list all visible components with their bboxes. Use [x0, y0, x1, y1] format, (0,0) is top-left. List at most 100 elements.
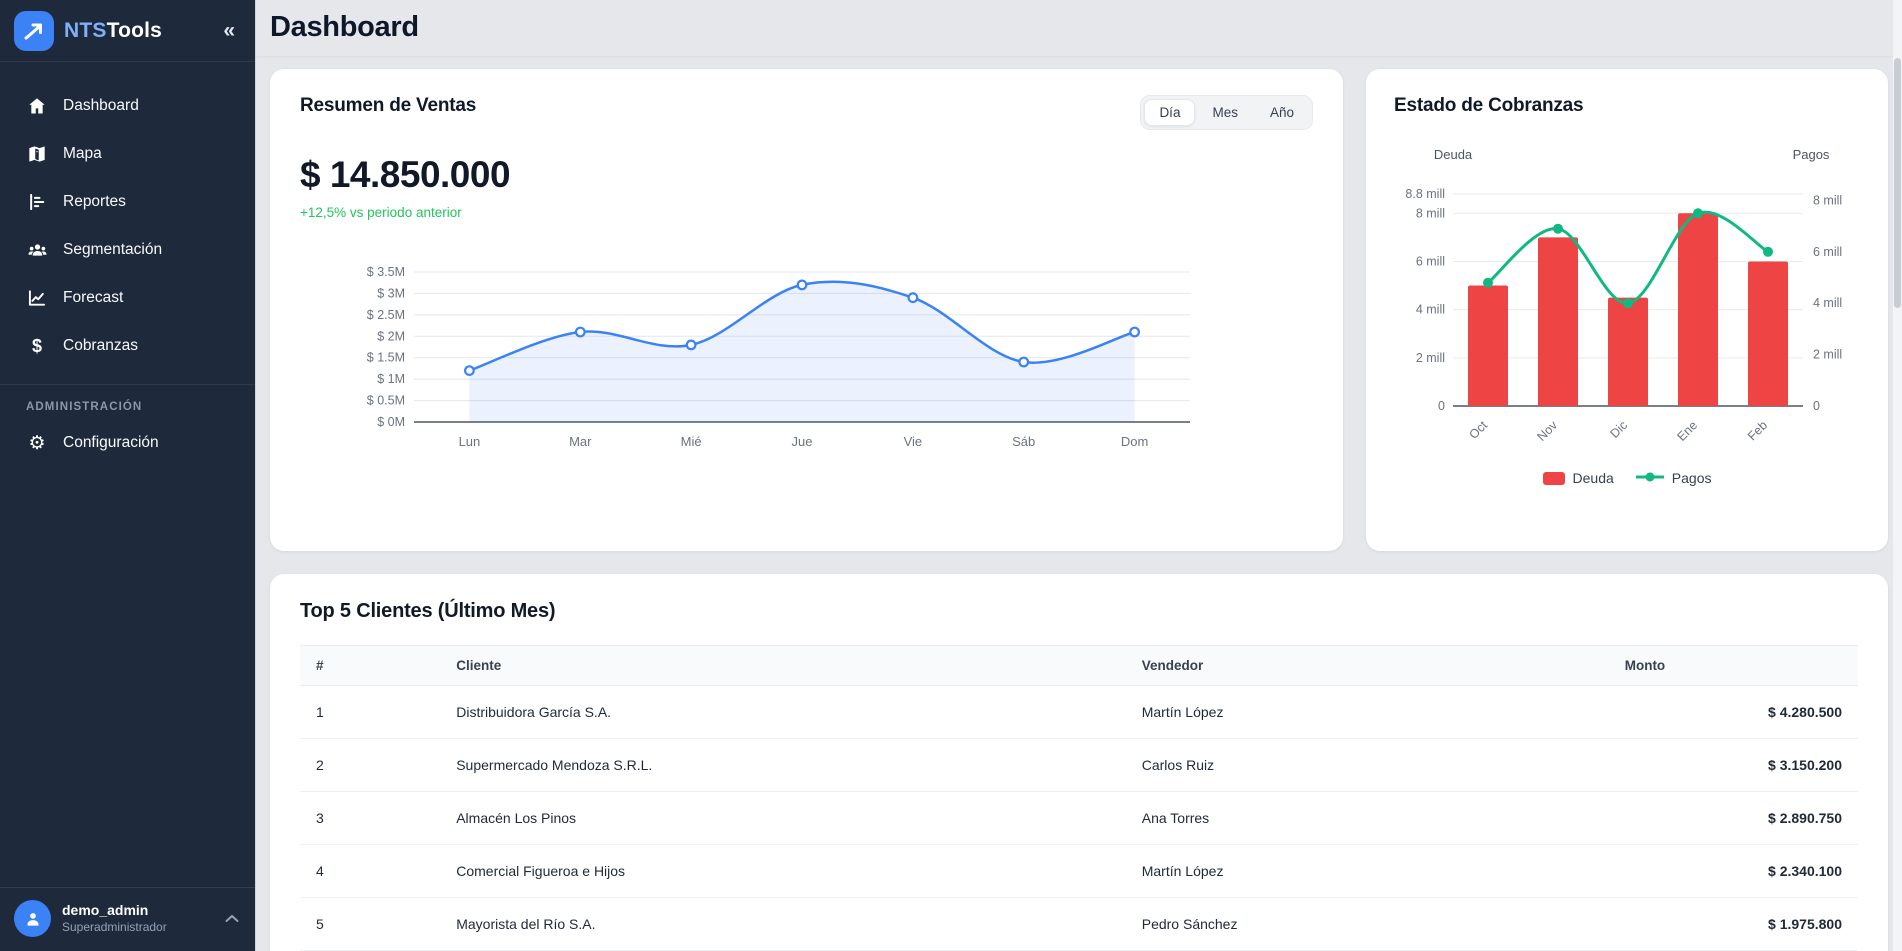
top-clients-title: Top 5 Clientes (Último Mes)	[300, 600, 1858, 623]
cell-monto: $ 2.890.750	[1609, 792, 1858, 845]
svg-text:$ 2M: $ 2M	[377, 329, 405, 343]
cell-monto: $ 2.340.100	[1609, 845, 1858, 898]
sidebar-item-label: Configuración	[63, 434, 159, 452]
table-row: 5Mayorista del Río S.A.Pedro Sánchez$ 1.…	[300, 898, 1858, 951]
page-header: Dashboard	[256, 0, 1902, 56]
svg-text:$ 0.5M: $ 0.5M	[367, 394, 405, 408]
users-icon	[26, 239, 48, 261]
sales-summary-card: Resumen de Ventas Día Mes Año $ 14.850.0…	[270, 69, 1343, 551]
sidebar-item-segmentacion[interactable]: Segmentación	[0, 226, 255, 274]
home-icon	[26, 95, 48, 117]
legend-item-deuda: Deuda	[1543, 470, 1614, 486]
svg-text:Dic: Dic	[1607, 418, 1630, 441]
app-root: NTSTools « Dashboard Mapa	[0, 0, 1902, 951]
table-row: 4Comercial Figueroa e HijosMartín López$…	[300, 845, 1858, 898]
legend-item-pagos: Pagos	[1636, 470, 1712, 486]
svg-text:$ 1.5M: $ 1.5M	[367, 351, 405, 365]
svg-text:Nov: Nov	[1534, 418, 1560, 444]
svg-text:6 mill: 6 mill	[1416, 254, 1445, 268]
scrollbar[interactable]	[1893, 0, 1902, 951]
svg-text:0: 0	[1438, 399, 1445, 413]
svg-text:$ 3M: $ 3M	[377, 286, 405, 300]
sidebar-item-configuracion[interactable]: ⚙ Configuración	[0, 419, 255, 467]
user-role: Superadministrador	[62, 920, 167, 935]
svg-text:Ene: Ene	[1674, 418, 1700, 444]
chevron-up-icon	[225, 910, 239, 928]
user-name: demo_admin	[62, 902, 167, 920]
svg-text:8 mill: 8 mill	[1416, 206, 1445, 220]
svg-text:Feb: Feb	[1745, 418, 1770, 443]
cell-cliente: Supermercado Mendoza S.R.L.	[440, 739, 1126, 792]
svg-text:8.8 mill: 8.8 mill	[1405, 187, 1445, 201]
brand-name: NTSTools	[64, 19, 162, 43]
sidebar-item-label: Forecast	[63, 289, 123, 307]
svg-text:Jue: Jue	[792, 434, 813, 449]
sidebar-item-dashboard[interactable]: Dashboard	[0, 82, 255, 130]
user-avatar	[14, 900, 51, 937]
sidebar-item-mapa[interactable]: Mapa	[0, 130, 255, 178]
period-toggle: Día Mes Año	[1140, 95, 1313, 130]
sidebar-header: NTSTools «	[0, 0, 255, 62]
content: Resumen de Ventas Día Mes Año $ 14.850.0…	[256, 56, 1902, 951]
map-icon	[26, 143, 48, 165]
svg-text:Lun: Lun	[459, 434, 481, 449]
user-menu[interactable]: demo_admin Superadministrador	[0, 887, 255, 951]
scrollbar-thumb[interactable]	[1894, 58, 1901, 308]
cobranzas-card-title: Estado de Cobranzas	[1394, 95, 1860, 117]
svg-text:6 mill: 6 mill	[1813, 245, 1842, 259]
svg-text:2 mill: 2 mill	[1416, 351, 1445, 365]
cell-monto: $ 4.280.500	[1609, 686, 1858, 739]
cell-monto: $ 1.975.800	[1609, 898, 1858, 951]
svg-text:2 mill: 2 mill	[1813, 348, 1842, 362]
toggle-ano-button[interactable]: Año	[1255, 99, 1309, 126]
sales-delta-text: +12,5% vs periodo anterior	[300, 205, 1313, 220]
svg-text:$ 0M: $ 0M	[377, 415, 405, 429]
column-header-num: #	[300, 646, 440, 686]
table-row: 2Supermercado Mendoza S.R.L.Carlos Ruiz$…	[300, 739, 1858, 792]
svg-text:Vie: Vie	[904, 434, 923, 449]
table-header-row: # Cliente Vendedor Monto	[300, 646, 1858, 686]
cell-cliente: Distribuidora García S.A.	[440, 686, 1126, 739]
sidebar-item-label: Cobranzas	[63, 337, 138, 355]
svg-text:0: 0	[1813, 399, 1820, 413]
sidebar-item-label: Segmentación	[63, 241, 162, 259]
sales-card-header: Resumen de Ventas Día Mes Año	[300, 95, 1313, 130]
cell-vendedor: Ana Torres	[1126, 792, 1609, 845]
svg-text:Deuda: Deuda	[1434, 147, 1473, 162]
sidebar-item-label: Mapa	[63, 145, 102, 163]
cell-vendedor: Carlos Ruiz	[1126, 739, 1609, 792]
top-clients-table: # Cliente Vendedor Monto 1Distribuidora …	[300, 645, 1858, 951]
svg-text:Sáb: Sáb	[1012, 434, 1035, 449]
sales-card-title: Resumen de Ventas	[300, 95, 476, 117]
cell-cliente: Mayorista del Río S.A.	[440, 898, 1126, 951]
legend-label: Deuda	[1573, 470, 1614, 486]
sidebar-item-forecast[interactable]: Forecast	[0, 274, 255, 322]
main-area: Dashboard Resumen de Ventas Día Mes Año …	[256, 0, 1902, 951]
cell-cliente: Almacén Los Pinos	[440, 792, 1126, 845]
svg-text:4 mill: 4 mill	[1416, 303, 1445, 317]
pagos-line-icon	[1636, 470, 1664, 486]
sidebar-item-label: Reportes	[63, 193, 126, 211]
sidebar-item-reportes[interactable]: Reportes	[0, 178, 255, 226]
cell-num: 2	[300, 739, 440, 792]
dollar-icon: $	[26, 335, 48, 357]
deuda-swatch-icon	[1543, 472, 1565, 485]
sales-line-chart: $ 0M$ 0.5M$ 1M$ 1.5M$ 2M$ 2.5M$ 3M$ 3.5M…	[352, 262, 1200, 459]
svg-text:$ 3.5M: $ 3.5M	[367, 265, 405, 279]
legend-label: Pagos	[1672, 470, 1712, 486]
sidebar-collapse-button[interactable]: «	[219, 18, 239, 43]
svg-text:$ 1M: $ 1M	[377, 372, 405, 386]
toggle-dia-button[interactable]: Día	[1144, 99, 1195, 126]
svg-text:4 mill: 4 mill	[1813, 296, 1842, 310]
sidebar-item-label: Dashboard	[63, 97, 139, 115]
cell-num: 4	[300, 845, 440, 898]
toggle-mes-button[interactable]: Mes	[1197, 99, 1253, 126]
svg-text:Oct: Oct	[1466, 418, 1490, 442]
column-header-vendedor: Vendedor	[1126, 646, 1609, 686]
column-header-cliente: Cliente	[440, 646, 1126, 686]
sidebar-item-cobranzas[interactable]: $ Cobranzas	[0, 322, 255, 370]
chart-legend: Deuda Pagos	[1394, 470, 1860, 486]
cell-monto: $ 3.150.200	[1609, 739, 1858, 792]
cell-vendedor: Martín López	[1126, 686, 1609, 739]
top-clients-card: Top 5 Clientes (Último Mes) # Cliente Ve…	[270, 574, 1888, 951]
